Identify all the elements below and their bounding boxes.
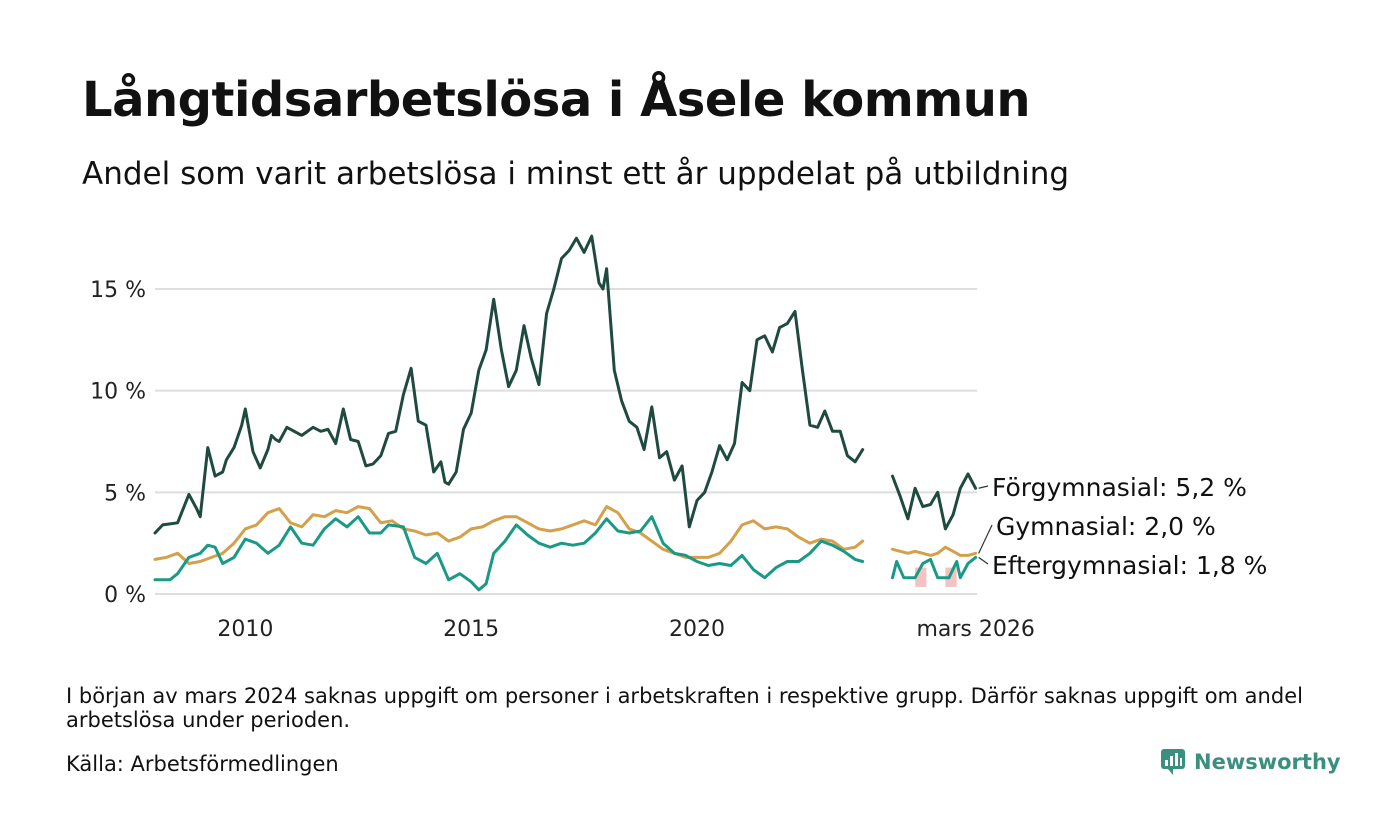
series-lines (153, 234, 978, 592)
missing-data-marks (915, 567, 957, 587)
x-tick-label: 2015 (443, 617, 499, 642)
chart-subtitle: Andel som varit arbetslösa i minst ett å… (82, 156, 1070, 192)
end-label: Förgymnasial: 5,2 % (992, 473, 1247, 502)
x-axis-ticks: 2010 2015 2020 mars 2026 (217, 617, 1035, 642)
y-tick-label: 15 % (90, 278, 146, 303)
series-line-gymnasial (153, 505, 865, 565)
x-tick-label: 2010 (217, 617, 273, 642)
missing-data-mark (915, 567, 927, 587)
brand-name: Newsworthy (1194, 750, 1341, 774)
footnote: I början av mars 2024 saknas uppgift om … (66, 684, 1303, 732)
series-line-förgymnasial (153, 234, 865, 535)
source-credit: Källa: Arbetsförmedlingen (66, 752, 339, 776)
series-line-förgymnasial (891, 472, 978, 531)
end-label-connector (978, 485, 989, 489)
series-line-gymnasial (891, 545, 978, 557)
newsworthy-logo-icon (1161, 749, 1185, 775)
series-line-eftergymnasial (153, 515, 865, 592)
y-tick-label: 5 % (104, 481, 146, 506)
series-line-eftergymnasial (891, 555, 978, 580)
end-label-connector (978, 556, 989, 565)
end-label-connector (978, 524, 993, 554)
end-label: Eftergymnasial: 1,8 % (992, 551, 1267, 580)
y-tick-label: 0 % (104, 583, 146, 608)
chart-title: Långtidsarbetslösa i Åsele kommun (82, 72, 1031, 128)
y-axis-ticks: 0 % 5 % 10 % 15 % (90, 278, 146, 608)
brand-logo[interactable]: Newsworthy (1160, 748, 1341, 776)
end-labels: Förgymnasial: 5,2 % Gymnasial: 2,0 % Efter… (978, 473, 1267, 580)
gridlines (155, 288, 977, 595)
x-tick-label: mars 2026 (916, 617, 1034, 642)
missing-data-mark (945, 567, 957, 587)
line-chart: 0 % 5 % 10 % 15 % 2010 2015 2020 mars 2026 För… (90, 234, 1267, 642)
end-label: Gymnasial: 2,0 % (996, 512, 1216, 541)
x-tick-label: 2020 (669, 617, 725, 642)
y-tick-label: 10 % (90, 380, 146, 405)
